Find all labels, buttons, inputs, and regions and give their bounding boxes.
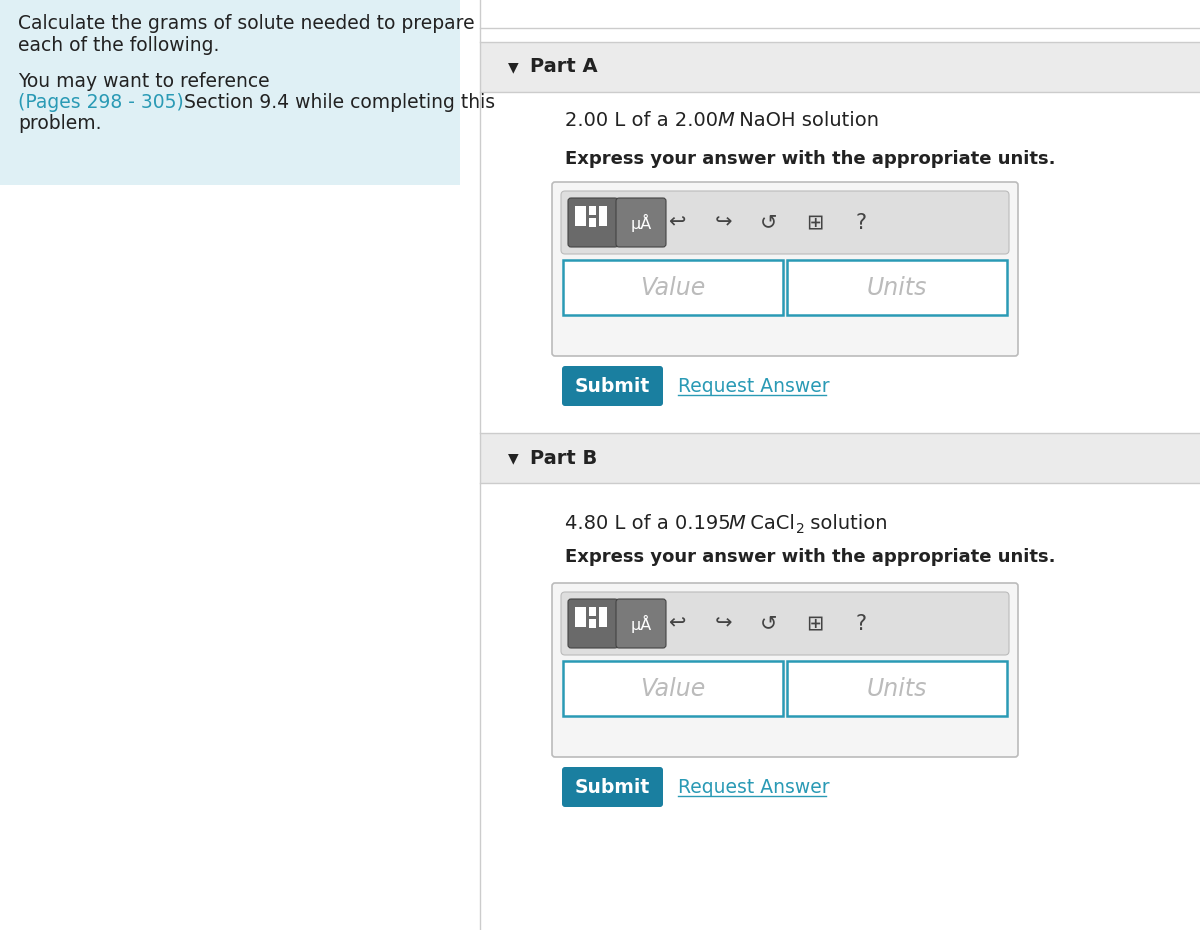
- Text: ↺: ↺: [761, 614, 778, 633]
- Text: ↩: ↩: [668, 614, 685, 633]
- Text: NaOH solution: NaOH solution: [733, 111, 878, 129]
- FancyBboxPatch shape: [568, 198, 618, 247]
- Text: Part B: Part B: [530, 448, 598, 468]
- Bar: [787, 661, 1007, 716]
- FancyBboxPatch shape: [552, 182, 1018, 356]
- FancyBboxPatch shape: [616, 198, 666, 247]
- Text: Units: Units: [866, 275, 928, 299]
- Bar: [589, 206, 596, 215]
- Bar: [0, 0, 460, 185]
- Text: ⊞: ⊞: [806, 614, 823, 633]
- Bar: [575, 206, 586, 226]
- Text: M: M: [728, 513, 745, 533]
- Text: ▼: ▼: [508, 451, 518, 465]
- Bar: [599, 607, 607, 627]
- FancyBboxPatch shape: [562, 592, 1009, 655]
- Text: ?: ?: [856, 614, 866, 633]
- Text: Section 9.4 while completing this: Section 9.4 while completing this: [178, 93, 496, 112]
- Text: M: M: [718, 111, 734, 129]
- Bar: [589, 607, 596, 616]
- Text: Request Answer: Request Answer: [678, 777, 829, 796]
- Text: ▼: ▼: [508, 60, 518, 74]
- FancyBboxPatch shape: [616, 599, 666, 648]
- Text: Submit: Submit: [575, 777, 650, 796]
- FancyBboxPatch shape: [568, 599, 618, 648]
- FancyBboxPatch shape: [562, 366, 662, 406]
- Text: (Pages 298 - 305): (Pages 298 - 305): [18, 93, 184, 112]
- Text: μÅ: μÅ: [630, 615, 652, 632]
- Bar: [787, 260, 1007, 315]
- Text: ?: ?: [856, 212, 866, 232]
- Bar: [575, 607, 586, 627]
- Text: ↪: ↪: [714, 614, 732, 633]
- Bar: [480, 433, 1200, 483]
- Text: Express your answer with the appropriate units.: Express your answer with the appropriate…: [565, 150, 1056, 168]
- Bar: [589, 619, 596, 628]
- FancyBboxPatch shape: [562, 191, 1009, 254]
- Text: solution: solution: [804, 513, 888, 533]
- Text: ↺: ↺: [761, 212, 778, 232]
- Text: CaCl: CaCl: [744, 513, 794, 533]
- Text: problem.: problem.: [18, 114, 102, 133]
- FancyBboxPatch shape: [552, 583, 1018, 757]
- Text: Value: Value: [641, 676, 706, 700]
- Text: Value: Value: [641, 275, 706, 299]
- Text: 2: 2: [796, 522, 805, 536]
- Text: ↪: ↪: [714, 212, 732, 232]
- Text: μÅ: μÅ: [630, 214, 652, 232]
- Text: Express your answer with the appropriate units.: Express your answer with the appropriate…: [565, 548, 1056, 566]
- Text: ⊞: ⊞: [806, 212, 823, 232]
- FancyBboxPatch shape: [562, 767, 662, 807]
- Bar: [563, 260, 784, 315]
- Text: each of the following.: each of the following.: [18, 36, 220, 55]
- Text: 2.00 L of a 2.00: 2.00 L of a 2.00: [565, 111, 725, 129]
- Bar: [480, 42, 1200, 92]
- Bar: [563, 661, 784, 716]
- Text: 4.80 L of a 0.195: 4.80 L of a 0.195: [565, 513, 737, 533]
- Text: Part A: Part A: [530, 58, 598, 76]
- Text: Calculate the grams of solute needed to prepare: Calculate the grams of solute needed to …: [18, 14, 475, 33]
- Text: ↩: ↩: [668, 212, 685, 232]
- Text: Submit: Submit: [575, 377, 650, 395]
- Bar: [599, 206, 607, 226]
- Text: Units: Units: [866, 676, 928, 700]
- Bar: [589, 218, 596, 227]
- Text: Request Answer: Request Answer: [678, 377, 829, 395]
- Text: You may want to reference: You may want to reference: [18, 72, 270, 91]
